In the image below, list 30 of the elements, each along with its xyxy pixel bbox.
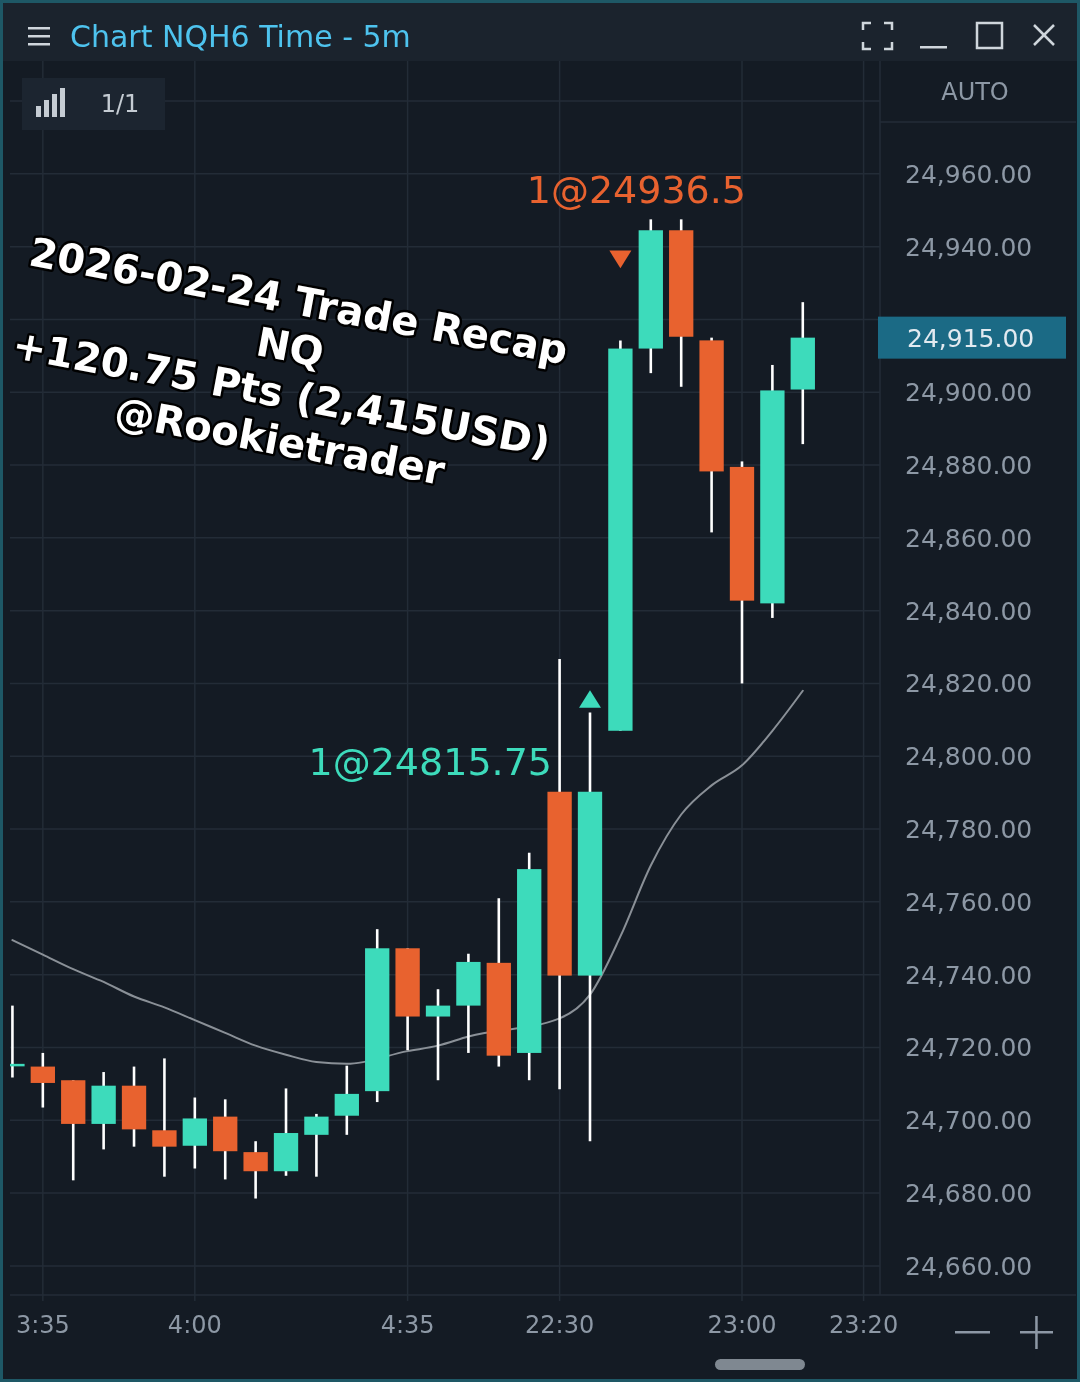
y-tick-label: 24,880.00 <box>905 450 1033 480</box>
x-tick-label: 4:00 <box>167 1311 222 1339</box>
y-tick-label: 24,940.00 <box>905 232 1033 262</box>
annotation: 1/1 <box>100 90 140 118</box>
candlestick <box>425 987 451 1082</box>
y-tick-label: 24,860.00 <box>905 523 1033 553</box>
text: AUTO <box>941 78 1009 106</box>
y-tick-label: 24,700.00 <box>905 1105 1033 1135</box>
y-tick-label: 24,760.00 <box>905 887 1033 917</box>
y-tick-label: 24,720.00 <box>905 1032 1033 1062</box>
y-tick-label: 24,800.00 <box>905 741 1033 771</box>
chart-title: Chart NQH6 Time - 5m <box>70 18 411 54</box>
candlestick <box>152 1057 177 1178</box>
y-tick-label: 24,780.00 <box>905 814 1033 844</box>
y-tick-label: 24,820.00 <box>905 668 1033 698</box>
y-tick-label: 24,840.00 <box>905 596 1033 626</box>
line-series <box>11 689 804 1065</box>
x-tick-label: 22:30 <box>525 1311 595 1339</box>
x-tick-label: 23:00 <box>707 1311 777 1339</box>
y-tick-label: 24,900.00 <box>905 377 1033 407</box>
data-label: 1@24815.75 <box>308 739 552 784</box>
data-label: 1@24936.5 <box>526 168 747 213</box>
y-tick-label: 24,740.00 <box>905 960 1033 990</box>
y-tick-label: 24,680.00 <box>905 1178 1033 1208</box>
x-tick-label: 4:35 <box>380 1311 435 1339</box>
x-tick-label: 3:35 <box>15 1311 70 1339</box>
y-tick-label: 24,660.00 <box>905 1251 1033 1281</box>
text: 24,915.00 <box>907 323 1035 353</box>
y-tick-label: 24,960.00 <box>905 159 1033 189</box>
x-tick-label: 23:20 <box>829 1311 899 1339</box>
